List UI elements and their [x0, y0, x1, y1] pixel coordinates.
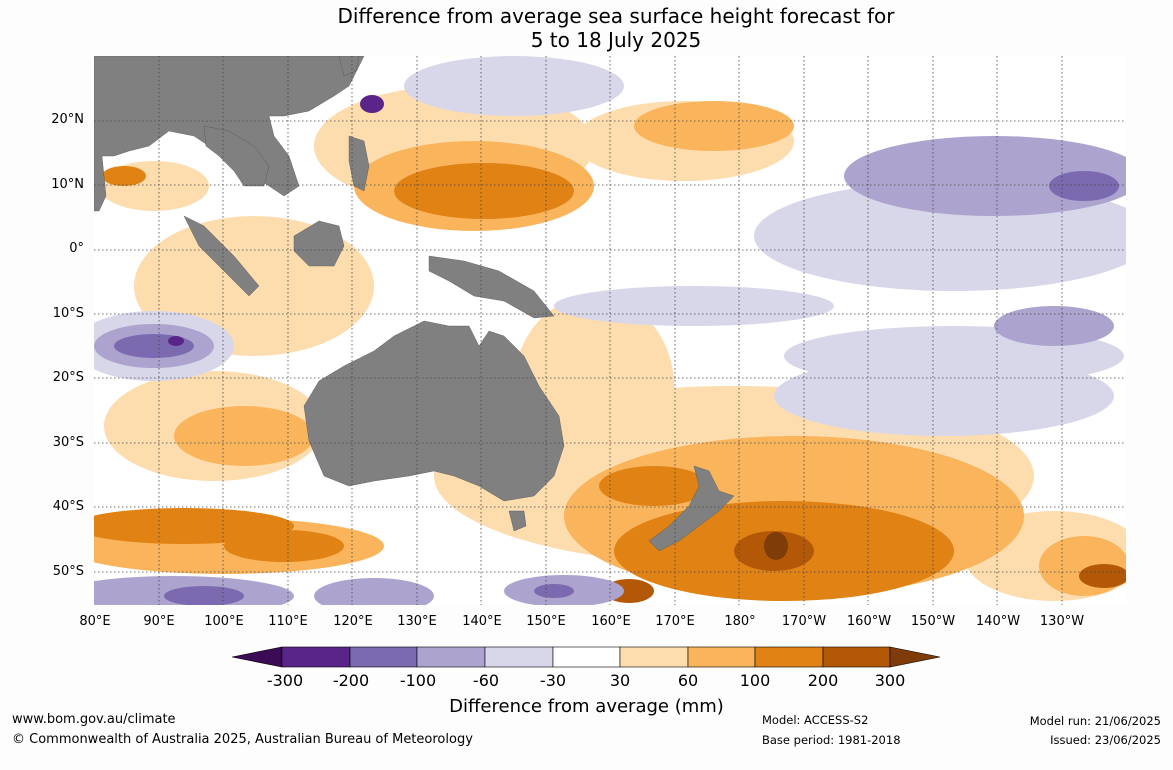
title-line-2: 5 to 18 July 2025	[530, 28, 702, 52]
borneo-landmass	[293, 220, 345, 267]
lon-label-160e: 160°E	[591, 614, 631, 629]
footer-model-run: Model run: 21/06/2025	[1029, 714, 1161, 728]
colorbar-bin-2	[349, 646, 418, 668]
colorbar-label-minus200: -200	[332, 671, 370, 690]
japan-landmass	[338, 56, 360, 77]
lon-label-130w: 130°W	[1039, 614, 1085, 629]
lat-label-30s: 30°S	[52, 435, 84, 450]
lon-label-90e: 90°E	[143, 614, 175, 629]
colorbar-title: Difference from average (mm)	[449, 696, 724, 717]
colorbar-bin-4	[484, 646, 554, 668]
new-guinea-landmass	[428, 255, 555, 319]
footer-copyright: © Commonwealth of Australia 2025, Austra…	[12, 732, 473, 747]
footer-url[interactable]: www.bom.gov.au/climate	[12, 712, 176, 727]
lon-label-150w: 150°W	[910, 614, 956, 629]
footer-model: Model: ACCESS-S2	[762, 713, 869, 727]
colorbar-label-minus300: -300	[266, 671, 304, 690]
lon-label-140e: 140°E	[462, 614, 502, 629]
lon-label-130e: 130°E	[397, 614, 437, 629]
colorbar-bin-9	[822, 646, 891, 668]
colorbar-label-minus30: -30	[539, 671, 567, 690]
map-title: Difference from average sea surface heig…	[0, 4, 1173, 52]
colorbar-max-arrow	[889, 646, 941, 668]
colorbar-label-minus60: -60	[472, 671, 500, 690]
negative-anomaly-regions	[94, 56, 1126, 605]
colorbar-label-30: 30	[609, 671, 631, 690]
lon-label-170e: 170°E	[655, 614, 695, 629]
philippines-landmass	[348, 135, 370, 192]
footer-issued: Issued: 23/06/2025	[1050, 733, 1161, 747]
indochina-landmass	[203, 125, 270, 187]
graticule	[94, 56, 1126, 605]
australia-landmass	[303, 320, 565, 502]
tasmania-landmass	[508, 510, 527, 532]
land-masses	[94, 56, 735, 552]
colorbar-label-60: 60	[677, 671, 699, 690]
colorbar-bin-6	[619, 646, 689, 668]
lon-label-160w: 160°W	[846, 614, 892, 629]
lon-label-80e: 80°E	[79, 614, 111, 629]
lon-label-180: 180°	[724, 614, 756, 629]
colorbar-bin-8	[754, 646, 824, 668]
lat-label-50s: 50°S	[52, 564, 84, 579]
colorbar-label-300: 300	[874, 671, 906, 690]
lon-label-120e: 120°E	[333, 614, 373, 629]
title-line-1: Difference from average sea surface heig…	[337, 4, 895, 28]
colorbar-label-100: 100	[739, 671, 771, 690]
lat-label-10n: 10°N	[51, 177, 84, 192]
lon-label-110e: 110°E	[268, 614, 308, 629]
lat-label-20s: 20°S	[52, 370, 84, 385]
lat-label-equator: 0°	[69, 241, 84, 256]
new-zealand-landmass	[648, 465, 735, 552]
colorbar	[231, 645, 942, 675]
colorbar-min-arrow	[231, 646, 283, 668]
lon-label-170w: 170°W	[781, 614, 827, 629]
lon-label-150e: 150°E	[526, 614, 566, 629]
lat-label-20n: 20°N	[51, 112, 84, 127]
lon-label-100e: 100°E	[204, 614, 244, 629]
colorbar-bin-1	[281, 646, 351, 668]
colorbar-label-minus100: -100	[399, 671, 437, 690]
sea-height-map	[94, 56, 1126, 605]
lon-label-140w: 140°W	[975, 614, 1021, 629]
colorbar-bin-7	[687, 646, 756, 668]
lat-label-40s: 40°S	[52, 499, 84, 514]
footer-base-period: Base period: 1981-2018	[762, 733, 901, 747]
colorbar-label-200: 200	[807, 671, 839, 690]
lat-label-10s: 10°S	[52, 306, 84, 321]
colorbar-bin-3	[416, 646, 486, 668]
colorbar-bin-5	[552, 646, 621, 668]
